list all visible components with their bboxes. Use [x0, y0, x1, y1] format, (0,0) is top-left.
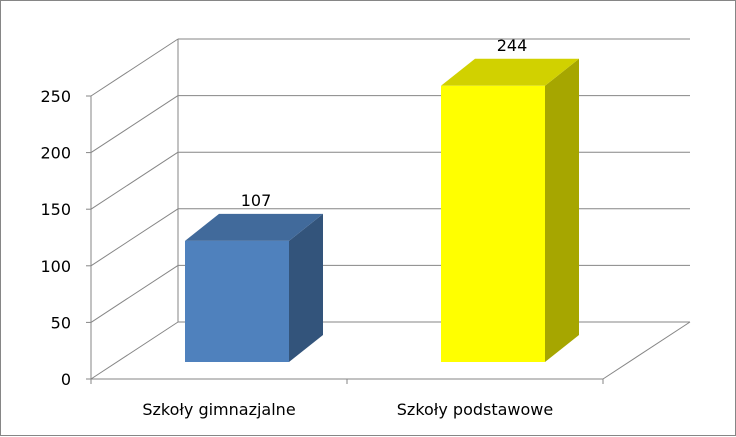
gridline-side: [90, 95, 179, 154]
y-tick-label: 200: [40, 144, 71, 163]
floor-right-edge: [602, 321, 691, 380]
gridline-side: [90, 264, 179, 323]
bar-front-face: [185, 240, 289, 362]
data-label: 107: [241, 191, 272, 210]
bars: [185, 58, 579, 363]
y-tick-label: 250: [40, 87, 71, 106]
gridline-side: [90, 208, 179, 267]
x-category-label: Szkoły podstawowe: [397, 400, 553, 419]
bar-szkoly-gimnazjalne: [185, 213, 323, 362]
y-tick-label: 0: [61, 370, 71, 389]
gridline-side: [90, 151, 179, 210]
y-tick-label: 150: [40, 200, 71, 219]
bar-front-face: [441, 85, 545, 363]
labels: 0 50 100 150 200 250 107 Szkoły gimnazjalne 244 S…: [40, 36, 553, 419]
bar-szkoly-podstawowe: [441, 58, 579, 363]
gridlines: [90, 38, 690, 380]
bar-top-face: [185, 213, 323, 241]
bar-side-face: [289, 213, 323, 362]
x-category-label: Szkoły gimnazjalne: [142, 400, 295, 419]
axes: [86, 95, 604, 384]
bar-top-face: [441, 58, 579, 86]
y-tick-label: 50: [51, 313, 71, 332]
gridline-side: [90, 38, 179, 97]
bar-side-face: [545, 58, 579, 363]
data-label: 244: [497, 36, 528, 55]
y-tick-label: 100: [40, 257, 71, 276]
gridline-side: [90, 321, 179, 380]
